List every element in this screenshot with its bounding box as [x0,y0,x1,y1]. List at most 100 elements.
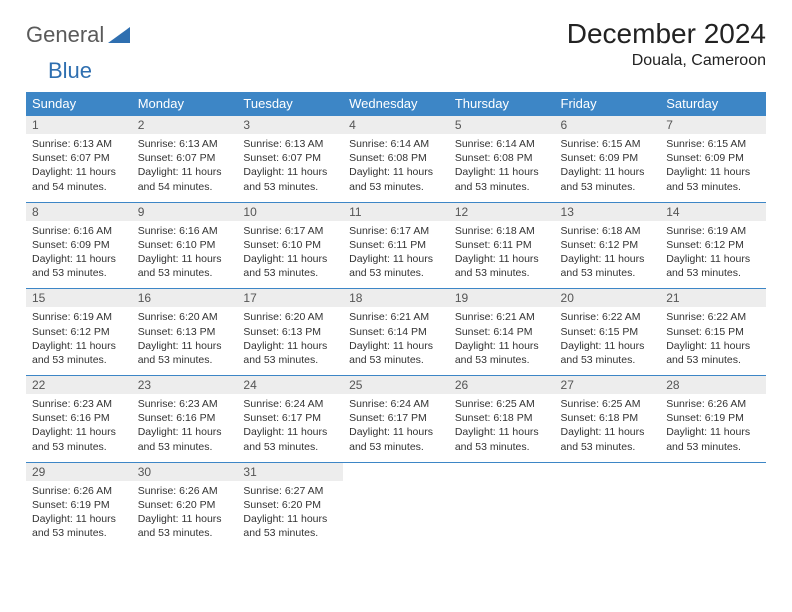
logo-triangle-icon [108,27,130,43]
day-number: 27 [555,376,661,394]
day-number: 15 [26,289,132,307]
calendar-empty-cell [660,462,766,548]
day-number: 28 [660,376,766,394]
day-number: 8 [26,203,132,221]
calendar-day-cell: 2Sunrise: 6:13 AMSunset: 6:07 PMDaylight… [132,116,238,203]
day-number: 9 [132,203,238,221]
weekday-header: Monday [132,92,238,116]
day-number: 24 [237,376,343,394]
calendar-day-cell: 6Sunrise: 6:15 AMSunset: 6:09 PMDaylight… [555,116,661,203]
day-number: 22 [26,376,132,394]
day-details: Sunrise: 6:25 AMSunset: 6:18 PMDaylight:… [555,394,661,462]
calendar-day-cell: 19Sunrise: 6:21 AMSunset: 6:14 PMDayligh… [449,289,555,376]
day-details: Sunrise: 6:17 AMSunset: 6:10 PMDaylight:… [237,221,343,289]
day-details: Sunrise: 6:14 AMSunset: 6:08 PMDaylight:… [343,134,449,202]
day-details: Sunrise: 6:23 AMSunset: 6:16 PMDaylight:… [26,394,132,462]
day-number: 29 [26,463,132,481]
day-number: 20 [555,289,661,307]
day-details: Sunrise: 6:20 AMSunset: 6:13 PMDaylight:… [132,307,238,375]
calendar-day-cell: 16Sunrise: 6:20 AMSunset: 6:13 PMDayligh… [132,289,238,376]
calendar-day-cell: 8Sunrise: 6:16 AMSunset: 6:09 PMDaylight… [26,202,132,289]
day-number: 4 [343,116,449,134]
day-number: 14 [660,203,766,221]
calendar-week-row: 29Sunrise: 6:26 AMSunset: 6:19 PMDayligh… [26,462,766,548]
day-details: Sunrise: 6:14 AMSunset: 6:08 PMDaylight:… [449,134,555,202]
day-number: 30 [132,463,238,481]
calendar-day-cell: 11Sunrise: 6:17 AMSunset: 6:11 PMDayligh… [343,202,449,289]
day-number: 10 [237,203,343,221]
day-number: 21 [660,289,766,307]
calendar-day-cell: 5Sunrise: 6:14 AMSunset: 6:08 PMDaylight… [449,116,555,203]
calendar-week-row: 22Sunrise: 6:23 AMSunset: 6:16 PMDayligh… [26,376,766,463]
calendar-day-cell: 13Sunrise: 6:18 AMSunset: 6:12 PMDayligh… [555,202,661,289]
calendar-day-cell: 25Sunrise: 6:24 AMSunset: 6:17 PMDayligh… [343,376,449,463]
day-number: 23 [132,376,238,394]
calendar-day-cell: 22Sunrise: 6:23 AMSunset: 6:16 PMDayligh… [26,376,132,463]
day-details: Sunrise: 6:24 AMSunset: 6:17 PMDaylight:… [237,394,343,462]
logo: General [26,18,130,48]
day-details: Sunrise: 6:16 AMSunset: 6:10 PMDaylight:… [132,221,238,289]
day-number: 1 [26,116,132,134]
calendar-day-cell: 30Sunrise: 6:26 AMSunset: 6:20 PMDayligh… [132,462,238,548]
day-number: 19 [449,289,555,307]
calendar-day-cell: 7Sunrise: 6:15 AMSunset: 6:09 PMDaylight… [660,116,766,203]
weekday-header: Saturday [660,92,766,116]
day-details: Sunrise: 6:22 AMSunset: 6:15 PMDaylight:… [660,307,766,375]
day-details: Sunrise: 6:13 AMSunset: 6:07 PMDaylight:… [237,134,343,202]
day-details: Sunrise: 6:18 AMSunset: 6:11 PMDaylight:… [449,221,555,289]
day-details: Sunrise: 6:25 AMSunset: 6:18 PMDaylight:… [449,394,555,462]
day-number: 17 [237,289,343,307]
calendar-day-cell: 28Sunrise: 6:26 AMSunset: 6:19 PMDayligh… [660,376,766,463]
weekday-header-row: Sunday Monday Tuesday Wednesday Thursday… [26,92,766,116]
calendar-week-row: 8Sunrise: 6:16 AMSunset: 6:09 PMDaylight… [26,202,766,289]
day-details: Sunrise: 6:15 AMSunset: 6:09 PMDaylight:… [660,134,766,202]
calendar-day-cell: 3Sunrise: 6:13 AMSunset: 6:07 PMDaylight… [237,116,343,203]
calendar-day-cell: 20Sunrise: 6:22 AMSunset: 6:15 PMDayligh… [555,289,661,376]
day-details: Sunrise: 6:17 AMSunset: 6:11 PMDaylight:… [343,221,449,289]
calendar-day-cell: 23Sunrise: 6:23 AMSunset: 6:16 PMDayligh… [132,376,238,463]
calendar-day-cell: 9Sunrise: 6:16 AMSunset: 6:10 PMDaylight… [132,202,238,289]
calendar-day-cell: 15Sunrise: 6:19 AMSunset: 6:12 PMDayligh… [26,289,132,376]
calendar-day-cell: 1Sunrise: 6:13 AMSunset: 6:07 PMDaylight… [26,116,132,203]
calendar-day-cell: 18Sunrise: 6:21 AMSunset: 6:14 PMDayligh… [343,289,449,376]
day-number: 6 [555,116,661,134]
day-number: 3 [237,116,343,134]
calendar-day-cell: 21Sunrise: 6:22 AMSunset: 6:15 PMDayligh… [660,289,766,376]
day-details: Sunrise: 6:16 AMSunset: 6:09 PMDaylight:… [26,221,132,289]
calendar-day-cell: 17Sunrise: 6:20 AMSunset: 6:13 PMDayligh… [237,289,343,376]
day-details: Sunrise: 6:20 AMSunset: 6:13 PMDaylight:… [237,307,343,375]
calendar-empty-cell [555,462,661,548]
day-number: 25 [343,376,449,394]
day-number: 31 [237,463,343,481]
calendar-day-cell: 29Sunrise: 6:26 AMSunset: 6:19 PMDayligh… [26,462,132,548]
page-subtitle: Douala, Cameroon [567,52,766,70]
day-number: 16 [132,289,238,307]
calendar-week-row: 15Sunrise: 6:19 AMSunset: 6:12 PMDayligh… [26,289,766,376]
day-details: Sunrise: 6:21 AMSunset: 6:14 PMDaylight:… [449,307,555,375]
calendar-empty-cell [449,462,555,548]
calendar-day-cell: 12Sunrise: 6:18 AMSunset: 6:11 PMDayligh… [449,202,555,289]
day-number: 13 [555,203,661,221]
calendar-day-cell: 31Sunrise: 6:27 AMSunset: 6:20 PMDayligh… [237,462,343,548]
day-details: Sunrise: 6:26 AMSunset: 6:19 PMDaylight:… [660,394,766,462]
day-details: Sunrise: 6:15 AMSunset: 6:09 PMDaylight:… [555,134,661,202]
day-details: Sunrise: 6:26 AMSunset: 6:20 PMDaylight:… [132,481,238,549]
logo-word-1: General [26,22,104,48]
calendar-day-cell: 24Sunrise: 6:24 AMSunset: 6:17 PMDayligh… [237,376,343,463]
calendar-day-cell: 10Sunrise: 6:17 AMSunset: 6:10 PMDayligh… [237,202,343,289]
day-number: 2 [132,116,238,134]
day-details: Sunrise: 6:27 AMSunset: 6:20 PMDaylight:… [237,481,343,549]
page-title: December 2024 [567,18,766,50]
day-details: Sunrise: 6:22 AMSunset: 6:15 PMDaylight:… [555,307,661,375]
day-details: Sunrise: 6:18 AMSunset: 6:12 PMDaylight:… [555,221,661,289]
calendar-day-cell: 27Sunrise: 6:25 AMSunset: 6:18 PMDayligh… [555,376,661,463]
weekday-header: Wednesday [343,92,449,116]
day-details: Sunrise: 6:23 AMSunset: 6:16 PMDaylight:… [132,394,238,462]
day-details: Sunrise: 6:21 AMSunset: 6:14 PMDaylight:… [343,307,449,375]
calendar-table: Sunday Monday Tuesday Wednesday Thursday… [26,92,766,548]
day-details: Sunrise: 6:19 AMSunset: 6:12 PMDaylight:… [660,221,766,289]
logo-word-2: Blue [48,58,92,84]
calendar-day-cell: 14Sunrise: 6:19 AMSunset: 6:12 PMDayligh… [660,202,766,289]
day-number: 7 [660,116,766,134]
day-details: Sunrise: 6:19 AMSunset: 6:12 PMDaylight:… [26,307,132,375]
